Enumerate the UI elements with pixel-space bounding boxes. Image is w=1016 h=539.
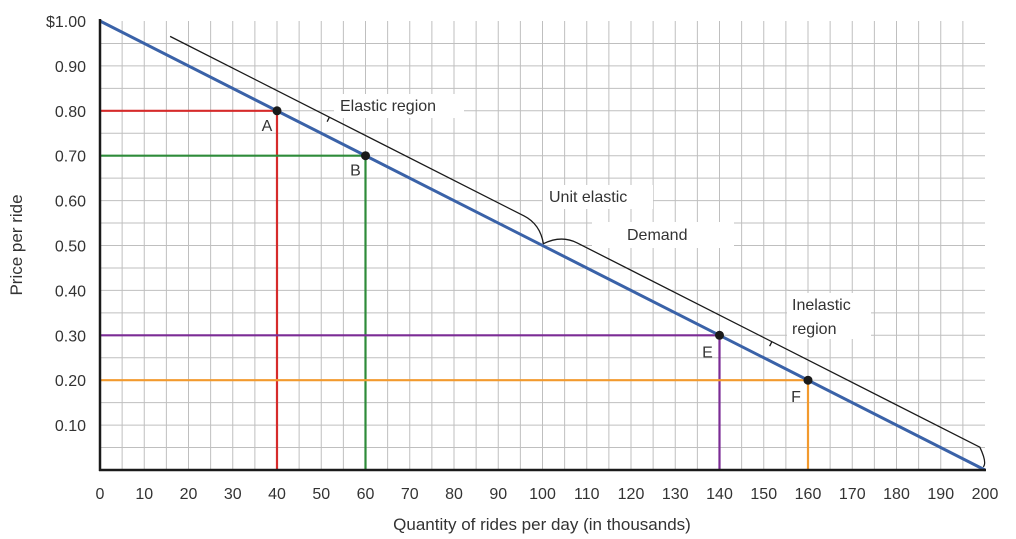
inelastic-label-line2: region bbox=[792, 321, 836, 338]
y-tick-label: 0.10 bbox=[55, 418, 86, 435]
y-tick-label: 0.40 bbox=[55, 283, 86, 300]
y-tick-label: 0.70 bbox=[55, 149, 86, 166]
x-tick-label: 80 bbox=[445, 486, 463, 503]
x-tick-label: 10 bbox=[135, 486, 153, 503]
point-f bbox=[803, 375, 813, 385]
x-tick-label: 60 bbox=[357, 486, 375, 503]
annotations: Elastic region Unit elastic Demand Inela… bbox=[334, 94, 871, 339]
point-label-f: F bbox=[791, 389, 801, 406]
x-tick-label: 20 bbox=[180, 486, 198, 503]
point-label-a: A bbox=[262, 118, 273, 135]
demand-line bbox=[99, 19, 986, 472]
inelastic-label-bg bbox=[787, 293, 871, 339]
elasticity-brace bbox=[169, 35, 986, 468]
point-label-b: B bbox=[350, 163, 361, 180]
point-e bbox=[715, 330, 724, 340]
y-tick-label: 0.90 bbox=[55, 59, 86, 76]
elasticity-bracket bbox=[169, 35, 986, 468]
x-tick-label: 90 bbox=[489, 486, 507, 503]
x-tick-label: 120 bbox=[618, 486, 645, 503]
x-tick-label: 200 bbox=[972, 486, 999, 503]
demand-label: Demand bbox=[627, 227, 687, 244]
x-tick-label: 100 bbox=[529, 486, 556, 503]
x-tick-label: 110 bbox=[574, 486, 600, 503]
y-tick-label: $1.00 bbox=[46, 14, 86, 31]
guide-lines bbox=[100, 109, 810, 470]
y-tick-label: 0.80 bbox=[55, 104, 86, 121]
brace-tick-2 bbox=[769, 341, 773, 347]
x-tick-label: 30 bbox=[224, 486, 242, 503]
y-axis-label: Price per ride bbox=[7, 194, 26, 295]
demand-label-bg bbox=[592, 222, 734, 248]
x-tick-label: 180 bbox=[883, 486, 910, 503]
x-tick-label: 160 bbox=[795, 486, 822, 503]
demand-series bbox=[99, 19, 986, 472]
point-label-e: E bbox=[702, 344, 713, 361]
x-tick-label: 170 bbox=[839, 486, 866, 503]
x-tick-label: 190 bbox=[927, 486, 954, 503]
x-tick-label: 150 bbox=[750, 486, 777, 503]
elastic-region-label: Elastic region bbox=[340, 98, 436, 115]
axes bbox=[98, 19, 986, 472]
unit-elastic-label: Unit elastic bbox=[549, 189, 627, 206]
x-tick-label: 50 bbox=[312, 486, 330, 503]
data-points: A B E F bbox=[262, 106, 813, 406]
elastic-label-bg bbox=[334, 94, 464, 118]
inelastic-label-line1: Inelastic bbox=[792, 297, 851, 314]
point-a bbox=[272, 106, 282, 116]
x-tick-label: 40 bbox=[268, 486, 286, 503]
x-tick-label: 140 bbox=[706, 486, 733, 503]
x-axis-label: Quantity of rides per day (in thousands) bbox=[393, 515, 691, 534]
brace-tick-1 bbox=[326, 116, 330, 122]
unit-label-bg bbox=[543, 185, 653, 209]
y-tick-label: 0.30 bbox=[55, 328, 86, 345]
point-b bbox=[361, 151, 370, 161]
x-tick-label: 70 bbox=[401, 486, 419, 503]
x-tick-label: 130 bbox=[662, 486, 689, 503]
y-tick-label: 0.60 bbox=[55, 194, 86, 211]
y-tick-label: 0.20 bbox=[55, 373, 86, 390]
tick-labels: 0 10 20 30 40 50 60 70 80 90 100 110 120 130 140 150 160… bbox=[46, 14, 998, 503]
y-tick-label: 0.50 bbox=[55, 239, 86, 256]
x-tick-label: 0 bbox=[96, 486, 105, 503]
